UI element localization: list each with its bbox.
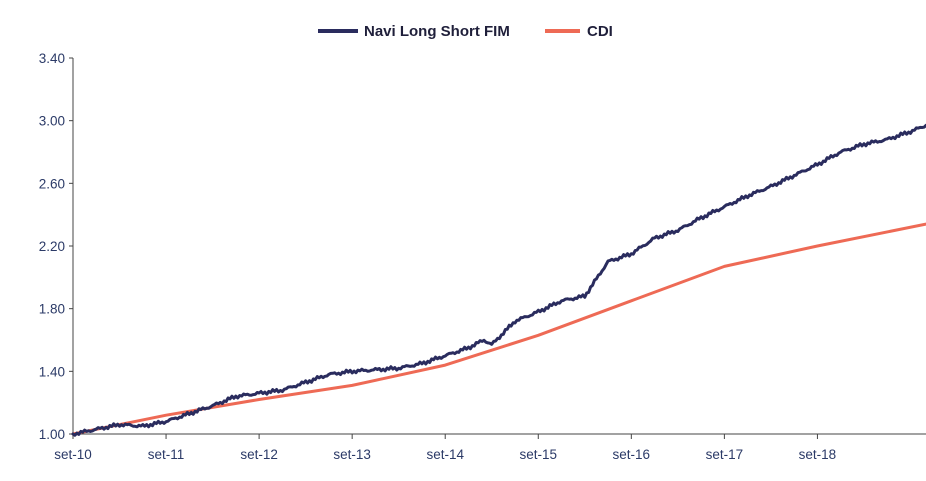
- x-axis-ticks: set-10 set-11 set-12 set-13 set-14 set-15 set-…: [54, 434, 836, 462]
- legend-label-cdi: CDI: [587, 23, 613, 40]
- y-tick-label: 1.80: [39, 302, 65, 317]
- x-tick-label: set-14: [426, 447, 464, 462]
- x-tick-label: set-17: [706, 447, 744, 462]
- x-tick-label: set-11: [148, 447, 185, 462]
- x-tick-label: set-10: [54, 447, 92, 462]
- y-axis-ticks: 1.00 1.40 1.80 2.20 2.60 3.00 3.40: [39, 51, 73, 442]
- y-tick-label: 1.00: [39, 427, 65, 442]
- series-line-cdi: [71, 222, 926, 436]
- x-tick-label: set-12: [240, 447, 278, 462]
- y-tick-label: 3.40: [39, 51, 65, 66]
- legend: Navi Long Short FIM CDI: [318, 23, 613, 40]
- y-tick-label: 2.60: [39, 176, 65, 191]
- x-tick-label: set-16: [613, 447, 651, 462]
- x-tick-label: set-18: [799, 447, 837, 462]
- legend-label-navi: Navi Long Short FIM: [364, 23, 510, 40]
- x-tick-label: set-13: [333, 447, 371, 462]
- series-line-navi-long-short-fim: [71, 123, 926, 437]
- plot-area: [71, 123, 926, 437]
- y-tick-label: 2.20: [39, 239, 65, 254]
- x-tick-label: set-15: [520, 447, 558, 462]
- y-tick-label: 3.00: [39, 114, 65, 129]
- y-tick-label: 1.40: [39, 364, 65, 379]
